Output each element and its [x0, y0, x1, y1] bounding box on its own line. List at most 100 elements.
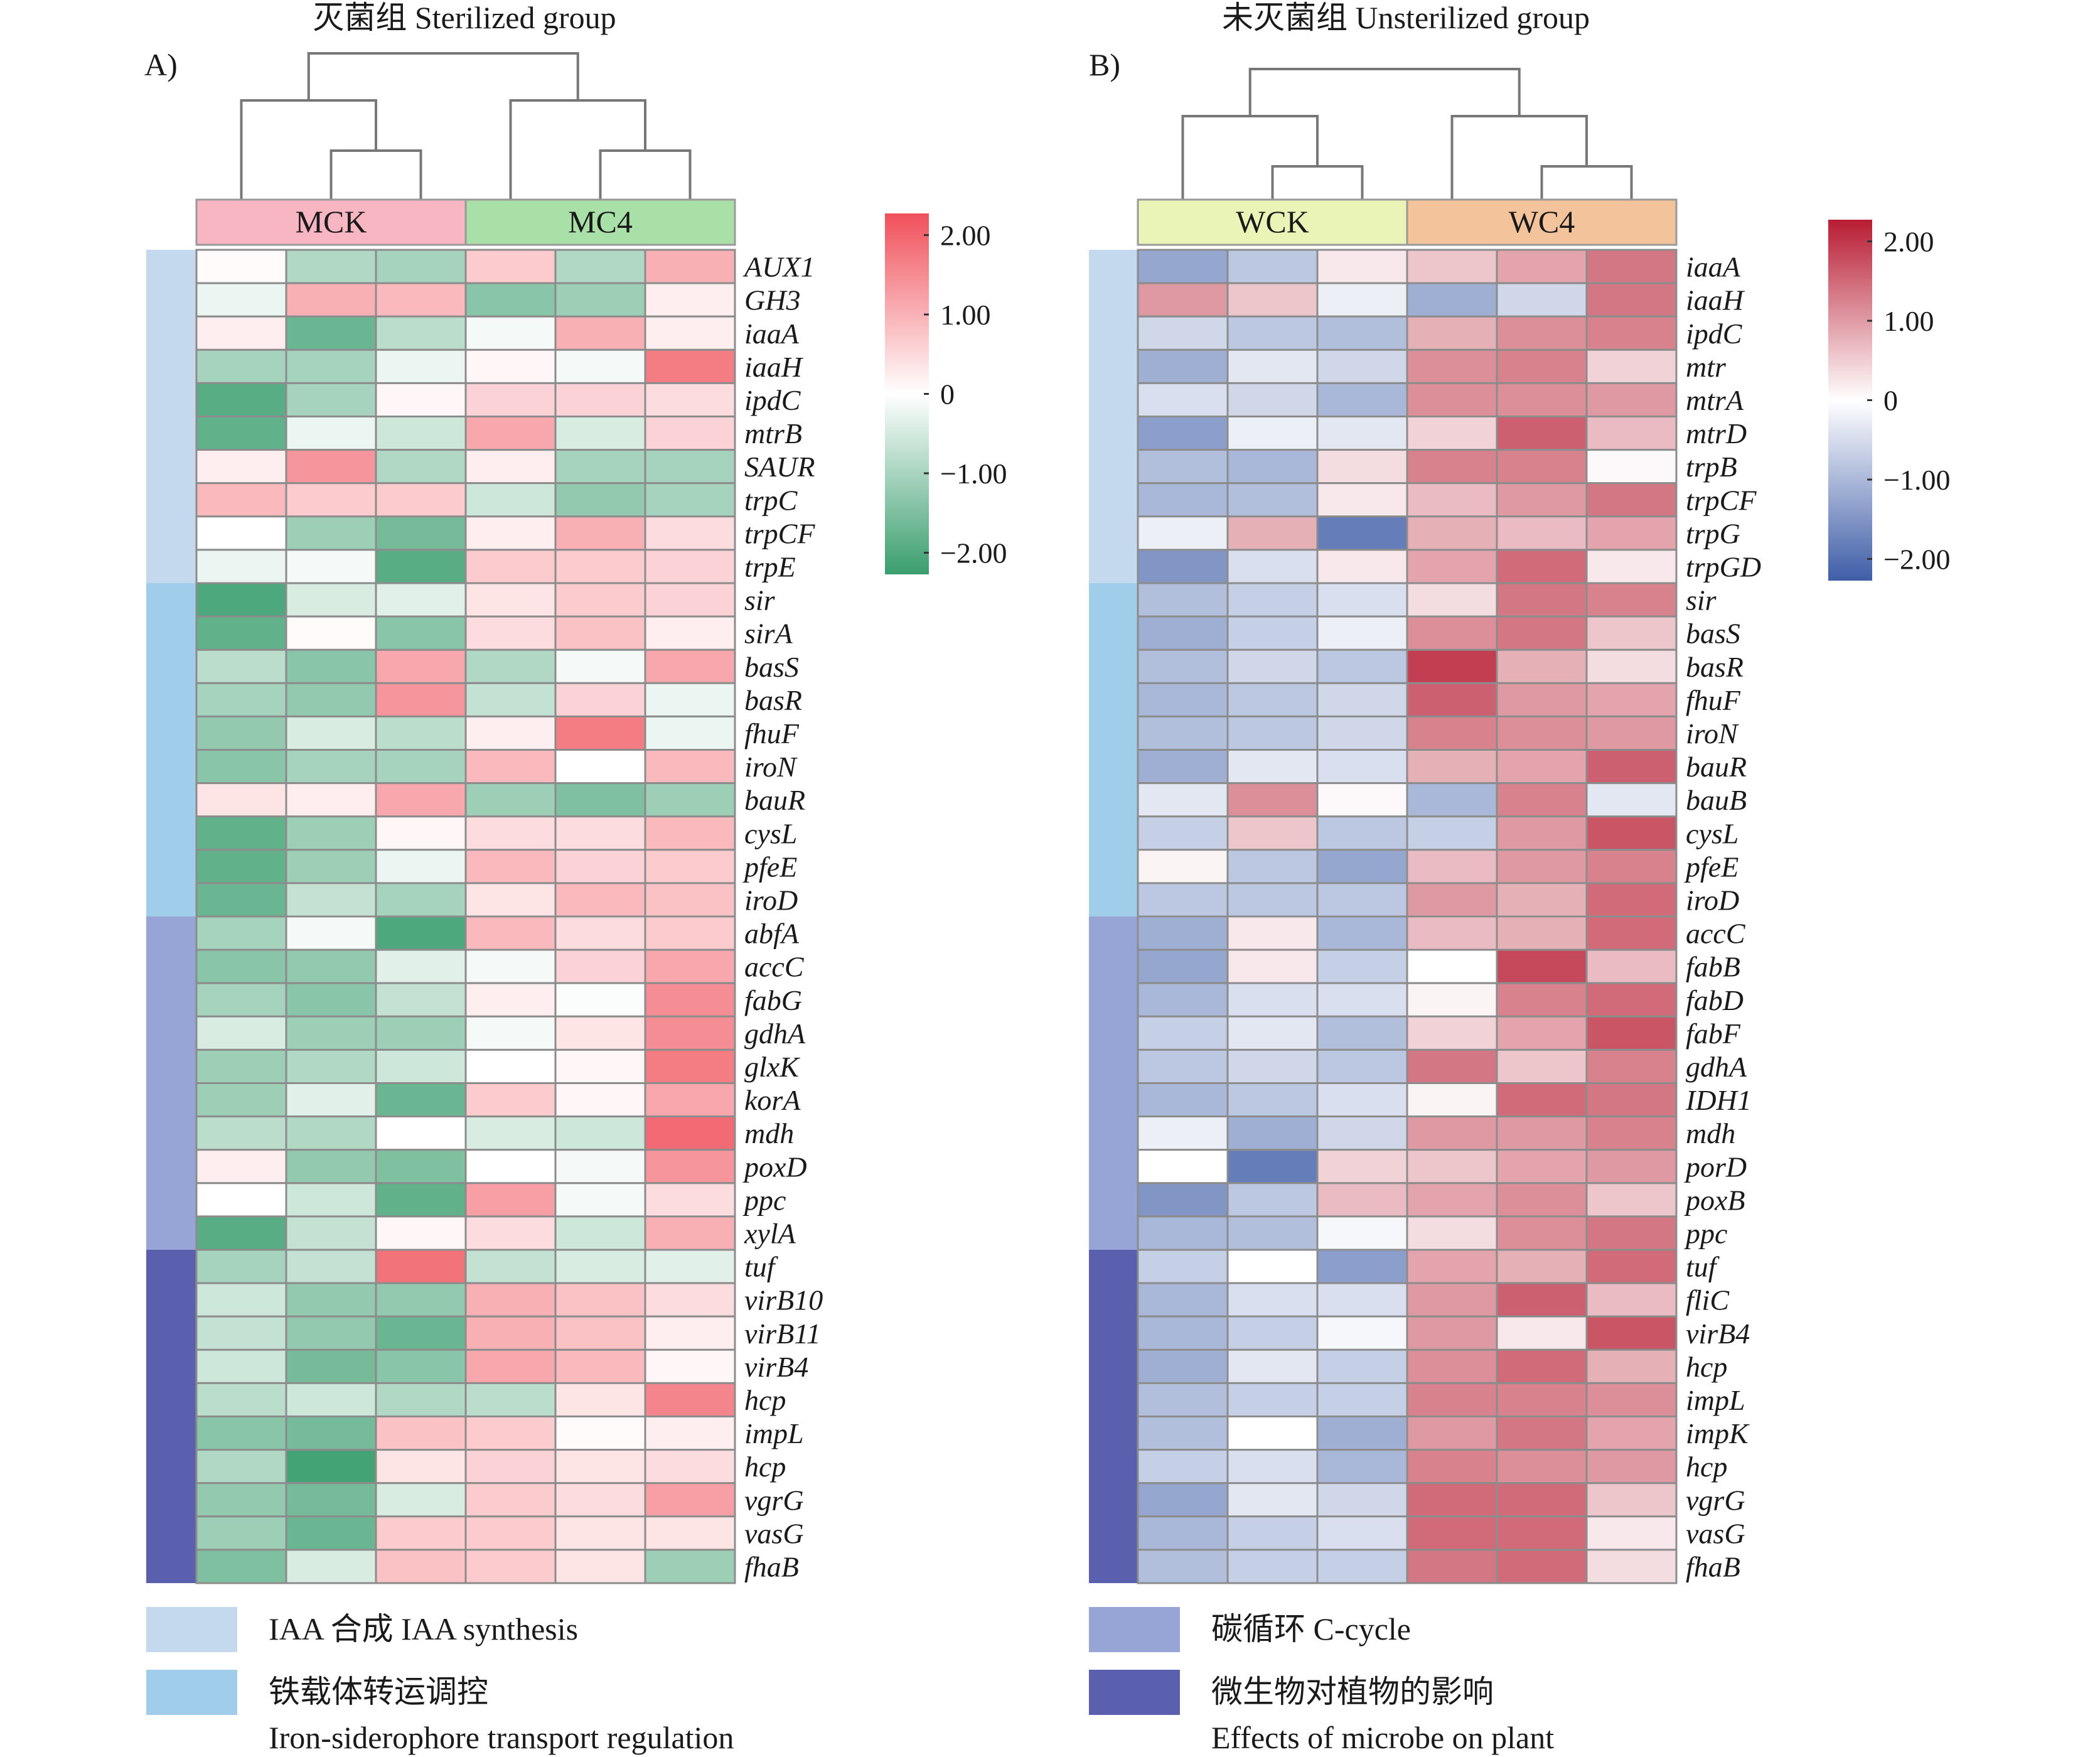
heatmap-cell	[285, 882, 377, 918]
heatmap-cell	[1585, 315, 1678, 351]
heatmap-cell	[1137, 1482, 1229, 1518]
heatmap-cell	[375, 948, 467, 984]
heatmap-cell	[195, 948, 287, 984]
heatmap-cell	[1585, 416, 1678, 451]
heatmap-cell	[1137, 515, 1229, 551]
heatmap-cell	[1316, 1348, 1408, 1384]
gene-label: iaaH	[1686, 284, 1745, 316]
heatmap-cell	[554, 749, 646, 785]
column-dendrogram	[240, 52, 692, 200]
heatmap-cell	[1585, 982, 1678, 1018]
gene-label: pfeE	[742, 851, 797, 883]
heatmap-cell	[1585, 682, 1678, 717]
heatmap-cell	[1137, 416, 1229, 451]
heatmap-cell	[1496, 782, 1588, 818]
heatmap-cell	[1406, 1315, 1498, 1351]
heatmap-cell	[644, 282, 736, 318]
heatmap-cell	[554, 982, 646, 1018]
heatmap-cell	[1316, 1182, 1408, 1218]
gene-label: impL	[1686, 1384, 1745, 1416]
heatmap-cell	[644, 1515, 736, 1551]
heatmap-cell	[1226, 1416, 1319, 1451]
heatmap-cell	[1406, 1082, 1498, 1118]
heatmap-cell	[1406, 549, 1498, 584]
heatmap-cell	[644, 515, 736, 551]
heatmap-cell	[285, 1416, 377, 1451]
heatmap-cell	[1226, 582, 1319, 618]
heatmap-cell	[554, 1382, 646, 1417]
heatmap-cell	[464, 1149, 557, 1185]
colorbar-tick-label: −2.00	[940, 537, 1007, 569]
heatmap-cell	[1406, 882, 1498, 918]
heatmap-cell	[644, 1182, 736, 1218]
heatmap-cell	[285, 982, 377, 1018]
heatmap-cell	[195, 1382, 287, 1417]
heatmap-cells	[1137, 249, 1678, 1584]
heatmap-cell	[1496, 1249, 1588, 1284]
heatmap-cell	[1406, 815, 1498, 851]
heatmap-cell	[644, 1149, 736, 1185]
heatmap-cell	[375, 782, 467, 818]
gene-label: virB4	[1686, 1318, 1750, 1350]
gene-label: iroD	[744, 884, 798, 916]
heatmap-cell	[1137, 1182, 1229, 1218]
heatmap-cell	[554, 1048, 646, 1085]
heatmap-cell	[1316, 549, 1408, 584]
heatmap-cell	[1226, 1015, 1319, 1051]
heatmap-cell	[1496, 1182, 1588, 1218]
heatmap-cell	[1226, 1315, 1319, 1351]
heatmap-cell	[644, 1115, 736, 1151]
heatmap-cell	[1585, 549, 1678, 584]
gene-label: fabB	[1686, 951, 1740, 983]
heatmap-cell	[285, 815, 377, 851]
heatmap-cell	[644, 1015, 736, 1051]
heatmap-cell	[1585, 715, 1678, 751]
colorbar	[1828, 220, 1872, 581]
legend-swatch-carbon	[1089, 1607, 1180, 1652]
heatmap-cell	[1496, 249, 1588, 284]
heatmap-cell	[1585, 1382, 1678, 1417]
heatmap-cell	[1406, 749, 1498, 785]
heatmap-cell	[1585, 615, 1678, 651]
heatmap-cell	[1496, 615, 1588, 651]
gene-label: pfeE	[1684, 851, 1738, 883]
heatmap-cell	[285, 482, 377, 518]
heatmap-cell	[375, 1482, 467, 1518]
heatmap-cell	[195, 648, 287, 684]
heatmap-cell	[1226, 1048, 1319, 1085]
heatmap-cell	[195, 1449, 287, 1485]
heatmap-cell	[1585, 1015, 1678, 1051]
heatmap-cell	[1406, 1015, 1498, 1051]
heatmap-cell	[1137, 1048, 1229, 1085]
heatmap-cell	[1585, 1182, 1678, 1218]
heatmap-cell	[1316, 1282, 1408, 1318]
heatmap-cell	[285, 1115, 377, 1151]
heatmap-cell	[195, 582, 287, 618]
heatmap-cell	[195, 1149, 287, 1185]
heatmap-cell	[1496, 648, 1588, 684]
heatmap-cell	[1226, 1382, 1319, 1417]
heatmap-cell	[464, 382, 557, 418]
heatmap-cell	[1496, 1549, 1588, 1584]
dendrogram-branch	[599, 149, 692, 200]
heatmap-cell	[1137, 1315, 1229, 1351]
heatmap-cell	[1316, 449, 1408, 485]
heatmap-cell	[195, 1215, 287, 1251]
heatmap-cell	[195, 1549, 287, 1584]
heatmap-cell	[1316, 1515, 1408, 1551]
heatmap-cell	[285, 1282, 377, 1318]
heatmap-cell	[464, 449, 557, 485]
heatmap-cell	[644, 449, 736, 485]
heatmap-cell	[1137, 1348, 1229, 1384]
heatmap-cell	[285, 782, 377, 818]
heatmap-cell	[1137, 915, 1229, 951]
heatmap-cell	[1226, 1115, 1319, 1151]
heatmap-cell	[1226, 1515, 1319, 1551]
heatmap-cell	[644, 615, 736, 651]
heatmap-cell	[285, 249, 377, 284]
heatmap-cell	[644, 715, 736, 751]
category-strip-iaa	[146, 250, 196, 583]
heatmap-cell	[1137, 882, 1229, 918]
heatmap-cell	[375, 1182, 467, 1218]
heatmap-cell	[1496, 715, 1588, 751]
